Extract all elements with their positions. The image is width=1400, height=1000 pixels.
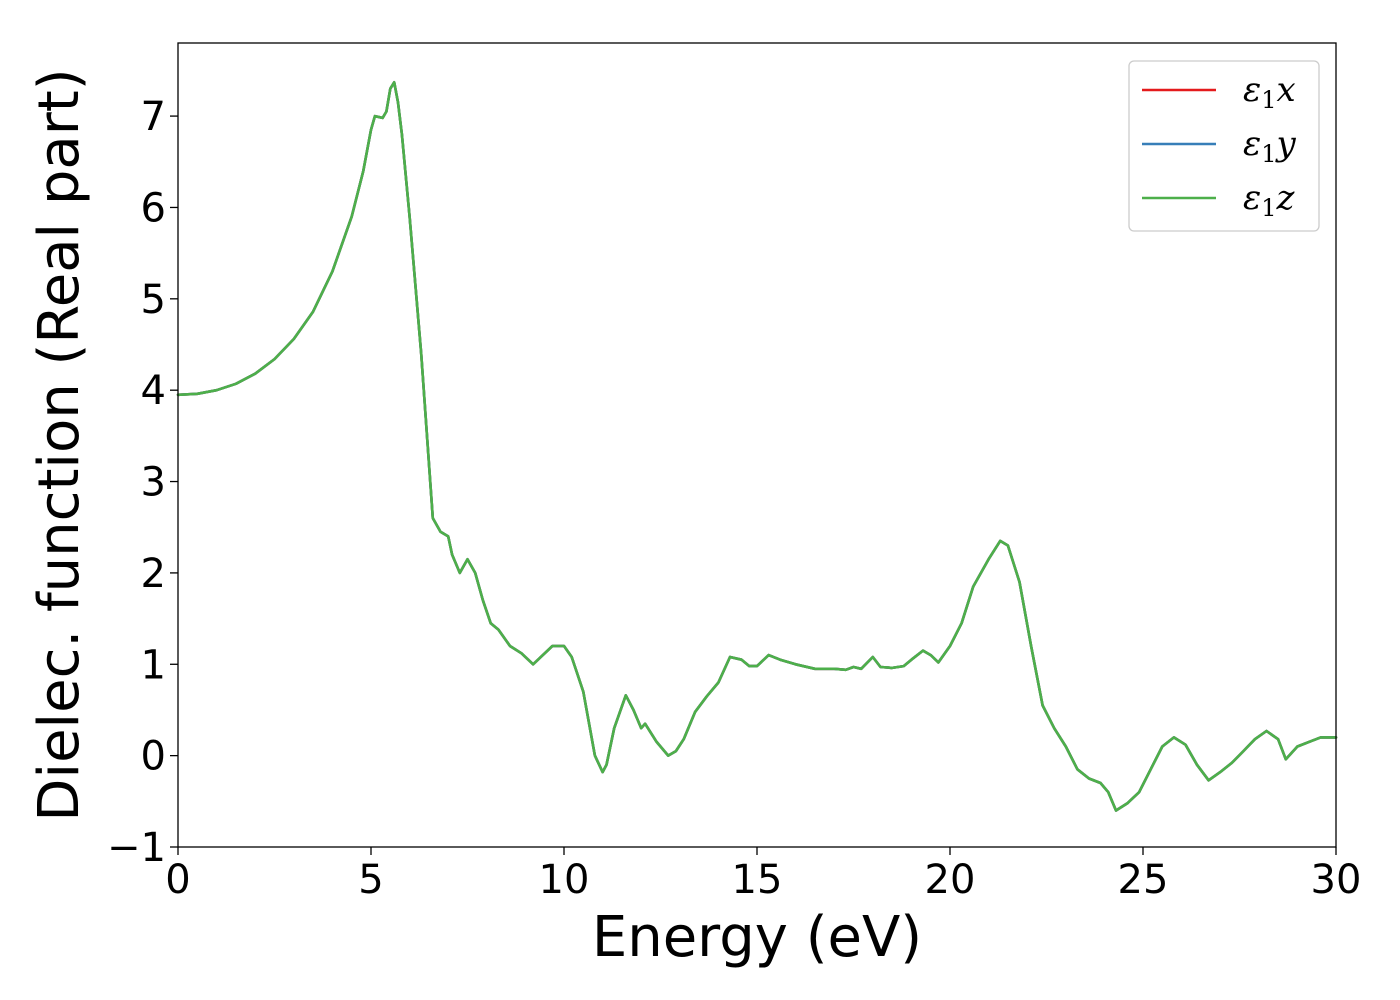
y-axis-label: Dielec. function (Real part): [27, 68, 92, 821]
y-tick-label: 6: [141, 185, 166, 231]
x-tick-label: 25: [1118, 857, 1169, 903]
x-tick-label: 5: [358, 857, 383, 903]
series-line-2: [176, 81, 1338, 812]
y-axis: −1 0 1 2 3 4 5 6 7: [107, 94, 178, 871]
y-tick-label: −1: [107, 825, 166, 871]
legend-symbol: ε: [1243, 124, 1261, 164]
y-tick-label: 4: [141, 368, 166, 414]
x-tick-label: 0: [165, 857, 190, 903]
legend-label-1: ε1y: [1243, 124, 1297, 168]
x-axis-label: Energy (eV): [592, 905, 922, 970]
legend-label-0: ε1x: [1243, 70, 1296, 114]
y-tick-label: 0: [141, 734, 166, 780]
x-tick-label: 15: [732, 857, 783, 903]
x-axis: 0 5 10 15 20 25 30: [165, 847, 1361, 903]
legend-axis: z: [1276, 178, 1296, 218]
x-tick-label: 20: [925, 857, 976, 903]
legend-label-2: ε1z: [1243, 178, 1296, 222]
plot-lines: [176, 81, 1338, 812]
y-tick-label: 2: [141, 551, 166, 597]
legend-subscript: 1: [1261, 194, 1276, 222]
legend-subscript: 1: [1261, 86, 1276, 114]
legend-symbol: ε: [1243, 70, 1261, 110]
y-tick-label: 7: [141, 94, 166, 140]
legend-axis: x: [1277, 70, 1296, 110]
legend-axis: y: [1275, 124, 1297, 164]
y-tick-label: 3: [141, 460, 166, 506]
y-tick-label: 1: [141, 642, 166, 688]
legend-subscript: 1: [1261, 140, 1276, 168]
x-tick-label: 30: [1311, 857, 1362, 903]
y-tick-label: 5: [141, 277, 166, 323]
x-tick-label: 10: [539, 857, 590, 903]
legend-box: [1128, 60, 1320, 232]
legend-symbol: ε: [1243, 178, 1261, 218]
